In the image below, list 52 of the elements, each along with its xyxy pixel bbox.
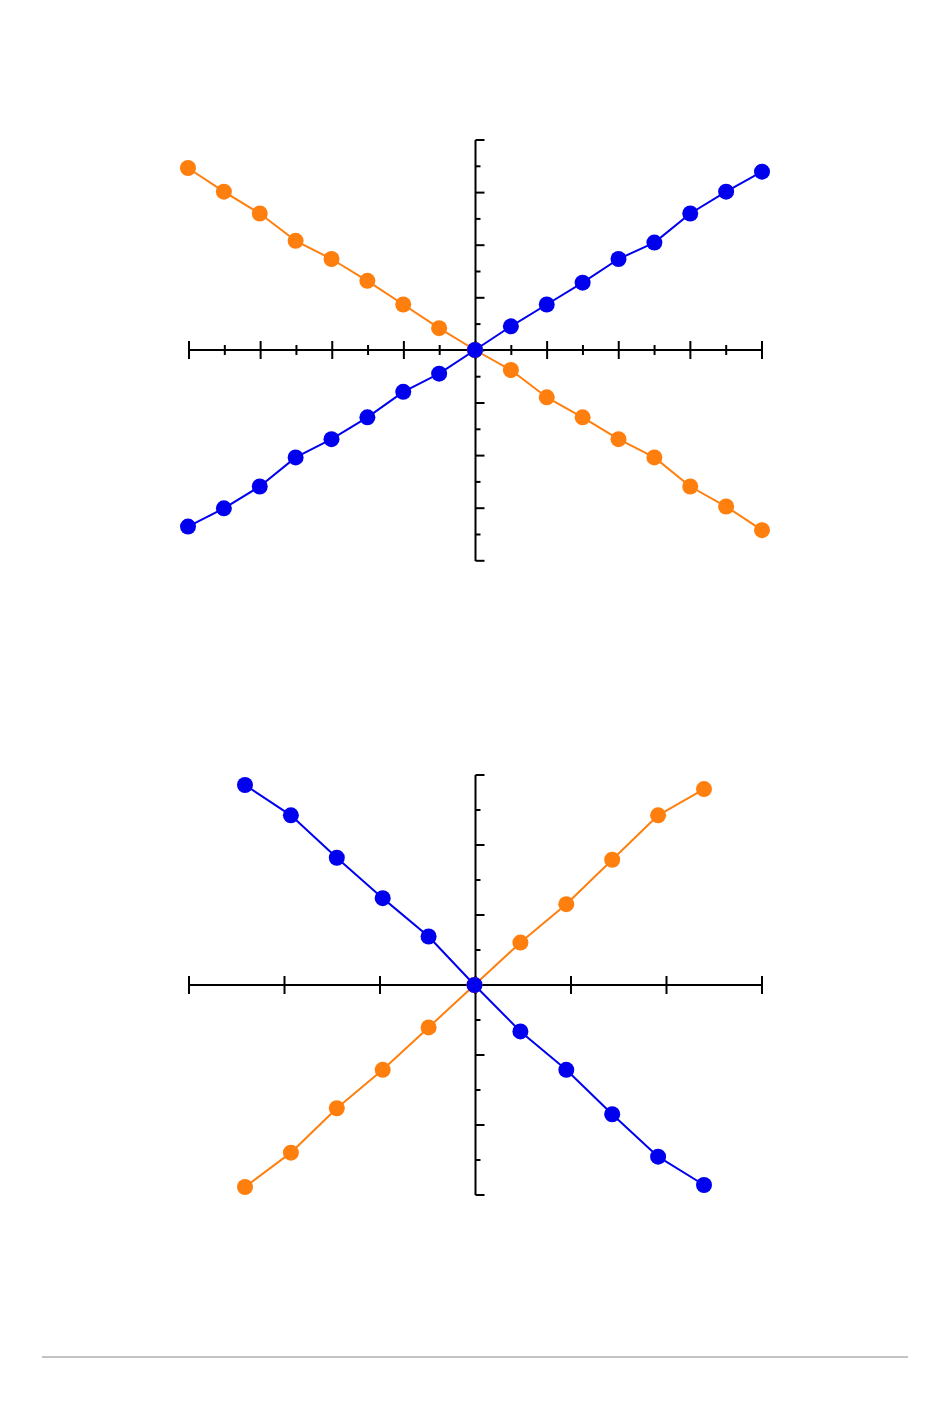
point [215, 500, 232, 517]
point [180, 160, 196, 176]
point [251, 205, 268, 222]
point [323, 251, 340, 267]
point [180, 518, 196, 535]
point [237, 777, 253, 794]
point [359, 409, 376, 426]
point [610, 431, 627, 448]
point [574, 274, 591, 291]
point [574, 409, 591, 426]
point [395, 296, 412, 313]
point [395, 383, 412, 400]
point [359, 272, 376, 289]
point [420, 1019, 437, 1036]
point [287, 449, 304, 466]
point [650, 807, 667, 824]
point [287, 232, 304, 249]
point [512, 1023, 529, 1040]
point [558, 1061, 575, 1078]
point [420, 928, 437, 945]
point [502, 318, 519, 335]
point [502, 362, 519, 379]
point [718, 183, 735, 200]
point [282, 1144, 299, 1161]
point [215, 183, 232, 200]
point [682, 205, 699, 222]
point [374, 1061, 391, 1078]
point [431, 320, 448, 337]
point [538, 389, 555, 406]
point [754, 163, 770, 180]
point [604, 851, 621, 868]
point [251, 478, 268, 495]
point [650, 1148, 667, 1165]
point [718, 498, 735, 515]
point [558, 896, 575, 913]
point [328, 1100, 345, 1117]
point [538, 296, 555, 313]
point [696, 1176, 712, 1193]
point [237, 1179, 253, 1195]
point [754, 522, 770, 539]
point [682, 478, 699, 495]
point [282, 807, 299, 824]
point [610, 251, 627, 267]
point [604, 1106, 621, 1123]
point [512, 934, 529, 951]
point [323, 431, 340, 448]
point [696, 781, 712, 798]
point [646, 234, 663, 251]
point [646, 449, 663, 466]
point [431, 365, 448, 382]
point [328, 849, 345, 866]
point [374, 890, 391, 907]
